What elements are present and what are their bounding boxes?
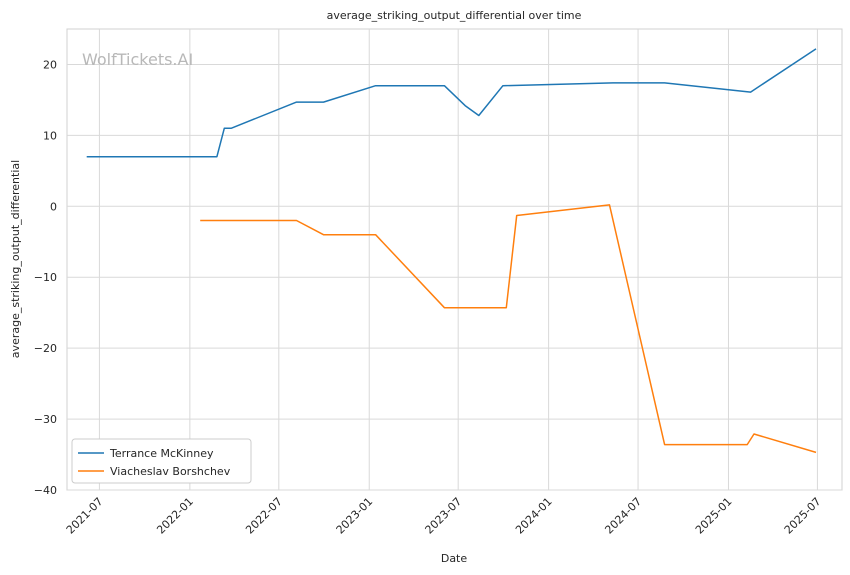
y-tick-label: −20	[34, 342, 57, 355]
y-tick-label: −30	[34, 413, 57, 426]
y-tick-label: −10	[34, 271, 57, 284]
x-axis: 2021-07 2022-01 2022-07 2023-01 2023-07 2024-…	[64, 495, 824, 537]
legend-label-viacheslav-borshchev: Viacheslav Borshchev	[110, 465, 231, 478]
x-tick-label: 2025-01	[693, 495, 735, 537]
y-axis: −40 −30 −20 −10 0 10 20	[34, 58, 57, 497]
y-axis-label: average_striking_output_differential	[9, 160, 22, 358]
series-line-terrance-mckinney	[86, 48, 817, 158]
x-tick-label: 2021-07	[64, 495, 106, 537]
x-tick-label: 2022-07	[243, 495, 285, 537]
x-axis-label: Date	[441, 552, 468, 565]
series-line-viacheslav-borshchev	[200, 204, 817, 454]
plot-area	[66, 28, 843, 491]
y-tick-label: −40	[34, 484, 57, 497]
watermark: WolfTickets.AI	[82, 50, 193, 69]
y-tick-label: 20	[43, 58, 57, 71]
legend: Terrance McKinney Viacheslav Borshchev	[71, 438, 252, 484]
x-tick-label: 2024-07	[602, 495, 644, 537]
x-tick-label: 2024-01	[513, 495, 555, 537]
x-tick-label: 2022-01	[154, 495, 196, 537]
series-layer	[86, 48, 817, 454]
legend-label-terrance-mckinney: Terrance McKinney	[109, 447, 214, 460]
grid	[67, 29, 842, 491]
x-tick-label: 2023-01	[334, 495, 376, 537]
x-tick-label: 2025-07	[782, 495, 824, 537]
y-tick-label: 10	[43, 129, 57, 142]
chart-title: average_striking_output_differential ove…	[327, 9, 582, 22]
legend-box	[71, 438, 252, 484]
y-tick-label: 0	[50, 200, 57, 213]
x-tick-label: 2023-07	[423, 495, 465, 537]
